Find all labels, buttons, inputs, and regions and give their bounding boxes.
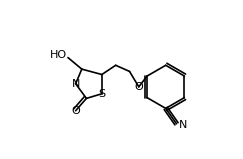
Text: S: S bbox=[98, 89, 105, 99]
Text: O: O bbox=[134, 82, 143, 92]
Text: N: N bbox=[71, 79, 80, 89]
Text: N: N bbox=[179, 120, 187, 130]
Text: HO: HO bbox=[50, 49, 67, 59]
Text: O: O bbox=[71, 106, 80, 116]
